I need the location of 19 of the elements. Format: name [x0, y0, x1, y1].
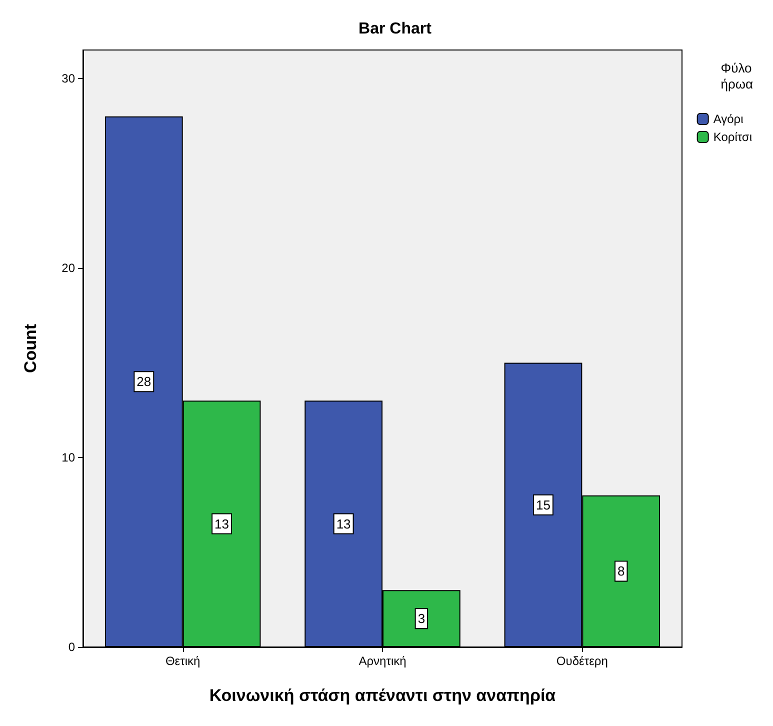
data-label: 3: [418, 611, 426, 626]
data-label: 28: [136, 374, 152, 390]
data-label: 8: [617, 564, 625, 579]
data-label: 13: [214, 516, 230, 532]
y-axis-title: Count: [21, 324, 40, 374]
y-tick-label: 30: [62, 71, 76, 86]
x-tick-label: Θετική: [165, 654, 200, 668]
legend-label: Κορίτσι: [713, 130, 752, 144]
legend-label: Αγόρι: [713, 112, 744, 126]
data-label: 15: [536, 497, 550, 512]
legend-title: Φύλο ήρωα: [720, 60, 754, 92]
x-tick-label: Ουδέτερη: [556, 654, 608, 668]
y-tick-label: 20: [62, 260, 76, 275]
x-tick-label: Αρνητική: [358, 654, 406, 668]
data-label: 13: [336, 516, 351, 532]
x-axis-title: Κοινωνική στάση απέναντι στην αναπηρία: [209, 686, 556, 705]
y-tick-label: 0: [68, 640, 76, 654]
chart-title: Bar Chart: [358, 20, 432, 38]
y-tick-label: 10: [62, 450, 76, 464]
